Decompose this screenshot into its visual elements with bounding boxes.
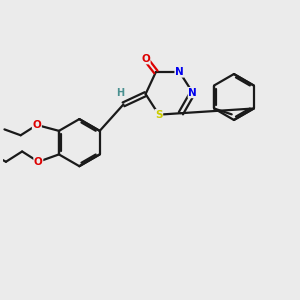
Text: N: N	[188, 88, 197, 98]
Text: N: N	[175, 67, 184, 77]
Text: S: S	[155, 110, 163, 120]
Text: H: H	[116, 88, 124, 98]
Text: O: O	[34, 157, 43, 167]
Text: O: O	[141, 54, 150, 64]
Text: O: O	[32, 120, 41, 130]
